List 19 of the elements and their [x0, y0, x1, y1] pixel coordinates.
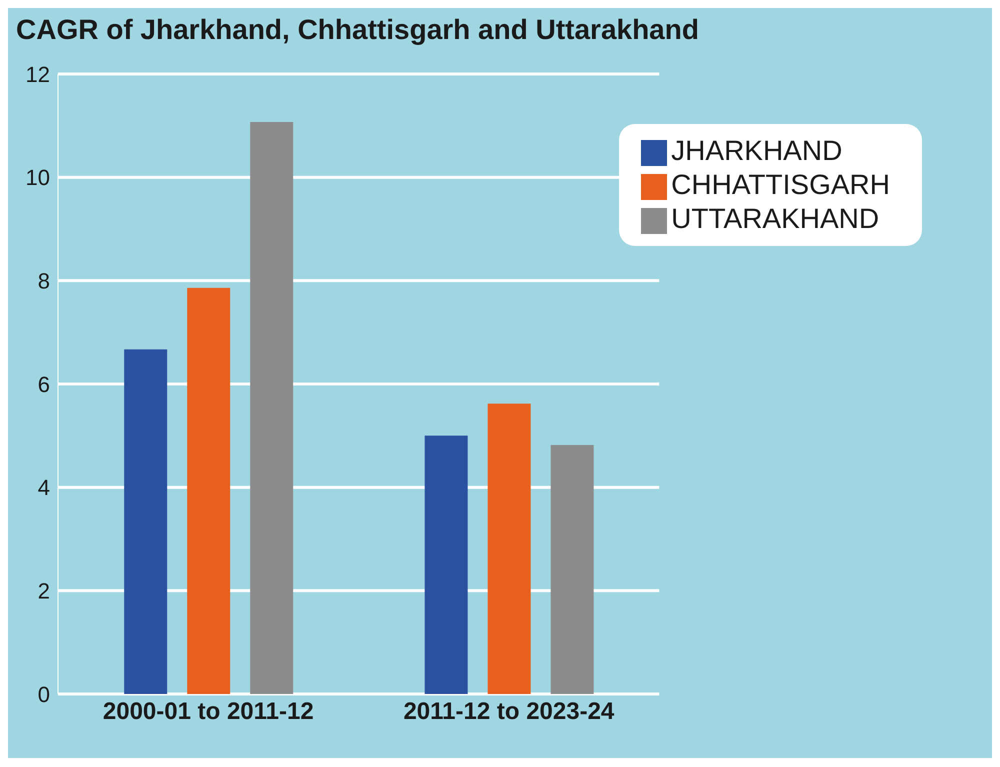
x-tick-label: 2000-01 to 2011-12: [102, 698, 314, 726]
chart-title: CAGR of Jharkhand, Chhattisgarh and Uttarakhand: [15, 13, 700, 47]
bar: [488, 404, 531, 694]
x-tick-label: 2011-12 to 2023-24: [403, 698, 615, 726]
bar: [550, 444, 594, 694]
legend-label: JHARKHAND: [671, 135, 842, 166]
y-tick-label: 12: [26, 62, 50, 87]
y-tick-label: 4: [38, 475, 50, 500]
y-tick-label: 6: [38, 372, 50, 397]
bar: [250, 122, 294, 694]
y-tick-label: 8: [38, 268, 50, 294]
y-tick-label: 2: [38, 578, 50, 604]
legend-label: CHHATTISGARH: [671, 169, 890, 200]
bar: [187, 288, 230, 694]
legend-label: UTTARAKHAND: [671, 203, 880, 234]
bar: [424, 436, 468, 694]
y-tick-label: 0: [38, 682, 50, 707]
bar: [124, 349, 168, 694]
y-tick-label: 10: [26, 165, 50, 190]
